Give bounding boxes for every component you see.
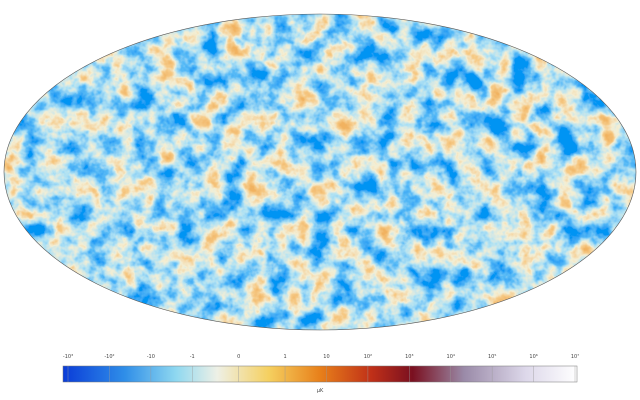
colorbar-tick-label: 0 [237,354,240,360]
colorbar-tick-label: -1 [190,354,195,360]
cmb-texture [4,14,636,330]
colorbar-tick-label: 1 [283,354,286,360]
colorbar-tick-label: 10⁴ [447,354,455,360]
colorbar-tick-label: 10⁶ [529,354,537,360]
colorbar-tick-label: 10² [364,354,372,360]
colorbar-tick-label: 10³ [405,354,413,360]
colorbar-tick-label: -10³ [63,354,73,360]
colorbar-tick-label: -10 [147,354,155,360]
colorbar-tick-label: 10 [323,354,329,360]
colorbar-unit: μK [317,388,324,394]
colorbar-tick-label: 10⁷ [571,354,579,360]
colorbar-tick-label: 10⁵ [488,354,496,360]
sky-map [4,14,636,330]
colorbar [62,365,578,383]
map-outline [3,13,637,331]
colorbar-tick-label: -10² [104,354,114,360]
